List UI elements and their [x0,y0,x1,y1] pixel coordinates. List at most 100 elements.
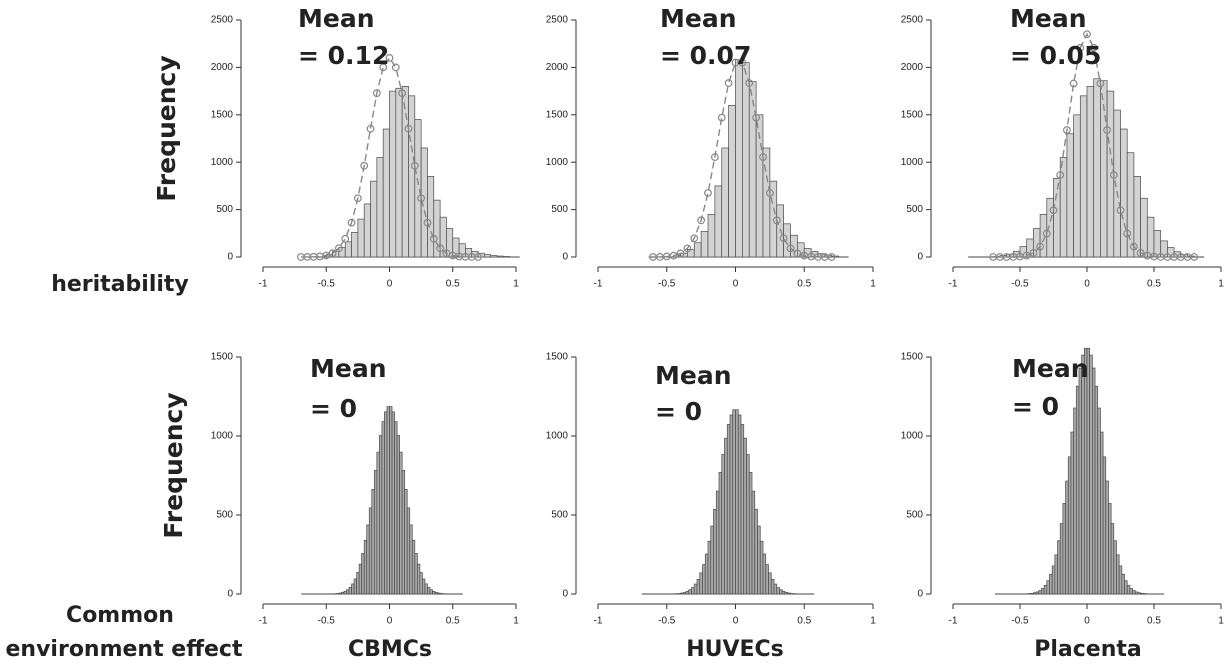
y-tick-label: 2000 [901,62,924,73]
bar [1046,580,1050,595]
bar [765,564,769,595]
y-tick-label: 500 [906,510,923,521]
bar [757,525,761,595]
bar [1102,456,1107,595]
bar [371,489,375,595]
bar [728,104,736,258]
curve-point [697,216,706,225]
bar [416,563,421,595]
annotation: Mean [298,4,375,33]
curve-point [779,234,788,243]
bar [357,218,365,258]
bar [1140,593,1144,595]
bar [699,572,703,595]
curve-point [379,63,388,72]
y-tick-label: 500 [906,204,923,215]
annotation: Mean [310,354,387,383]
bar [422,578,426,595]
curve-point [827,253,836,261]
bar [341,592,345,595]
curve-point [423,218,432,227]
bar [748,472,753,595]
y-tick-label: 500 [551,510,568,521]
curve-point [366,124,375,133]
x-tick-label: 1 [513,279,519,290]
bar [1118,565,1123,595]
y-tick-label: 0 [562,252,568,263]
curve-point [1049,206,1058,215]
curve-point [372,89,381,98]
curve-point [341,234,350,243]
bar [746,454,750,595]
bar [707,213,716,258]
y-tick-label: 0 [917,589,923,600]
bar [732,409,736,595]
row-label: environment effect [6,637,243,662]
curve-point [347,218,356,227]
y-tick-label: 1000 [901,431,924,442]
y-tick-label: 1500 [211,352,234,363]
curve-point [786,244,795,253]
bar [1094,385,1099,595]
bar [434,592,438,595]
bar [351,583,355,595]
curve-point [759,153,767,161]
x-tick-label: -1 [594,616,603,627]
y-tick-label: 0 [917,252,923,263]
bar [773,583,778,595]
x-tick-label: -0.5 [318,279,336,290]
bar [1078,367,1082,595]
curve-point [436,244,445,253]
bar [726,424,731,595]
bar [743,437,747,595]
bar [338,592,342,595]
bar [427,176,435,258]
curve-point [360,161,369,170]
bar [490,255,498,258]
bar [414,119,422,258]
bar [1121,573,1125,595]
x-tick-label: 0.5 [446,616,460,627]
bar [1134,591,1139,595]
bar [1038,590,1042,595]
x-tick-label: 0 [387,616,393,627]
bar [784,592,789,595]
bar [1065,480,1069,595]
curve-point [676,249,685,258]
curve-point [1190,253,1199,261]
bar [702,564,706,595]
bar [424,583,428,595]
y-tick-label: 0 [562,589,568,600]
y-tick-label: 2500 [211,15,234,26]
x-axis-label: HUVECs [686,637,784,662]
bar [1110,523,1115,595]
x-tick-label: -1 [594,279,603,290]
bar [1086,86,1095,258]
x-tick-label: 0 [1084,616,1090,627]
x-tick-label: 0 [1084,279,1090,290]
curve-point [1076,43,1085,52]
bar [1030,593,1034,595]
bar [1079,95,1088,258]
bar [404,489,408,595]
curve-point [1116,206,1125,215]
bar [1083,347,1088,595]
x-tick-label: 0.5 [797,279,811,290]
bar [376,451,380,595]
curve-point [669,251,678,260]
x-tick-label: -1 [949,279,958,290]
annotation: Mean [1010,4,1087,33]
bar [414,553,418,595]
bar [381,421,385,595]
curve-point [717,113,726,122]
bar [484,254,492,258]
bar [363,203,371,258]
bar [370,180,378,258]
row-label: Common [66,603,174,628]
y-tick-label: 1500 [211,109,234,120]
bar [687,249,695,258]
x-tick-label: -0.5 [1011,616,1029,627]
bar [1073,114,1081,258]
bar [343,590,347,595]
